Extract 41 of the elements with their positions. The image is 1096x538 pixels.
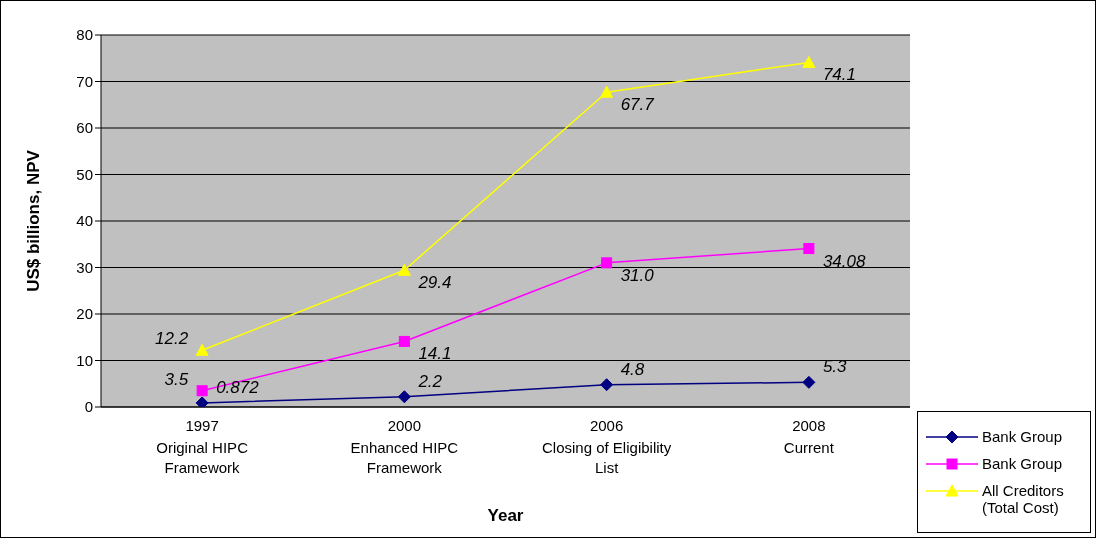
y-tick-label: 20 (76, 305, 93, 323)
x-tick-label: 2006 Closing of Eligibility List (542, 417, 672, 476)
point (600, 378, 614, 392)
point (398, 335, 410, 347)
point (397, 390, 411, 404)
x-tick-label: 1997 Original HIPC Framework (156, 417, 249, 476)
y-tick-label: 0 (84, 398, 93, 416)
legend-label: All Creditors (Total Cost) (982, 482, 1065, 516)
point (195, 343, 209, 356)
point (195, 396, 209, 407)
data-label: 67.7 (620, 95, 655, 115)
data-label: 14.1 (418, 344, 452, 364)
data-label: 3.5 (164, 369, 189, 389)
y-tick-label: 40 (76, 212, 93, 230)
legend-label: Bank Group (982, 455, 1064, 472)
point (803, 243, 815, 255)
y-axis-title: US$ billions, NPV (24, 149, 44, 292)
x-tick-label: 2000 Enhanced HIPC Framework (350, 417, 459, 476)
data-label: 29.4 (417, 273, 452, 293)
x-tick-label: 2008 Current (783, 417, 835, 456)
y-tick-label: 70 (76, 72, 93, 90)
point (802, 55, 816, 68)
data-label: 0.872 (216, 377, 260, 397)
y-tick-label: 60 (76, 119, 93, 137)
point (397, 263, 411, 276)
x-axis-title: Year (487, 506, 524, 525)
data-label: 31.0 (620, 265, 655, 285)
y-tick-label: 10 (76, 351, 93, 369)
y-tick-label: 80 (76, 26, 93, 44)
point (600, 85, 614, 98)
data-label: 34.08 (822, 251, 866, 271)
y-tick-label: 50 (76, 165, 93, 183)
point (802, 375, 816, 389)
data-label: 12.2 (155, 329, 189, 349)
y-tick-label: 30 (76, 258, 93, 276)
data-label: 74.1 (822, 65, 856, 85)
legend-label: Bank Group (982, 428, 1064, 445)
point (196, 385, 208, 397)
data-label: 4.8 (620, 359, 645, 379)
point (601, 257, 613, 269)
data-label: 2.2 (417, 371, 443, 391)
